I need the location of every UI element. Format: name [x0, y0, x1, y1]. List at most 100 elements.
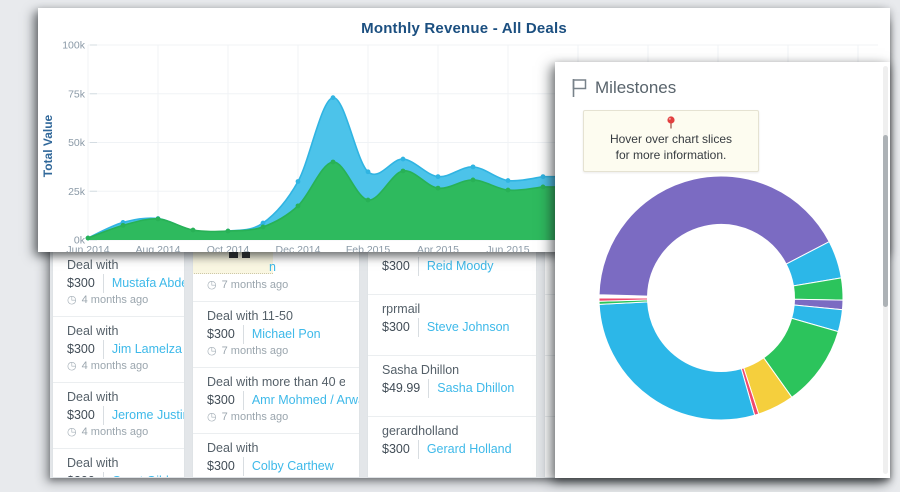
contact-link[interactable]: Jerome Justin	[102, 406, 184, 425]
clock-icon: ◷	[207, 279, 217, 291]
donut-slice-red-sliver-b[interactable]	[598, 297, 649, 302]
deal-title: Deal with 11-50	[207, 309, 293, 323]
deal-title: Deal with	[67, 324, 119, 338]
deal-price: $300	[382, 442, 410, 456]
deal-price: $300	[67, 342, 95, 356]
deal-card[interactable]: Deal with more than 40 emp… $300 Amr Mohme…	[193, 368, 359, 434]
deal-price: $300	[207, 327, 235, 341]
deal-age: ◷7 months ago	[207, 476, 345, 477]
contact-link[interactable]: Michael Pon	[242, 325, 321, 344]
deal-price: $300	[67, 276, 95, 290]
clock-icon: ◷	[67, 426, 77, 438]
deal-card[interactable]: gerardholland $300 Gerard Holland	[368, 417, 536, 477]
deal-card[interactable]: n ◷ 7 months ago	[193, 251, 359, 302]
clock-icon: ◷	[207, 476, 217, 477]
deal-card[interactable]: $300 Reid Moody	[368, 251, 536, 295]
contact-link[interactable]: Mustafa Abdelhai	[102, 274, 184, 293]
deal-price: $300	[207, 459, 235, 473]
svg-text:100k: 100k	[62, 40, 86, 52]
flag-icon	[572, 79, 587, 97]
milestones-donut-chart[interactable]	[555, 62, 890, 478]
pushpin-icon	[667, 116, 675, 129]
svg-text:Apr.2015: Apr.2015	[417, 244, 459, 252]
deal-value-row: $300 Jerome Justin	[67, 406, 184, 425]
clock-icon: ◷	[67, 294, 77, 306]
svg-text:Aug.2014: Aug.2014	[136, 244, 181, 252]
contact-link[interactable]: Reid Moody	[417, 257, 494, 276]
deal-card[interactable]: Deal with 11-50 $300 Michael Pon ◷ 7 months …	[193, 302, 359, 368]
deal-title: Sasha Dhillon	[382, 363, 460, 377]
deal-value-row: $300 Amr Mohmed / Arwa zakria	[207, 391, 359, 410]
deal-value-row: $300 Michael Pon	[207, 325, 345, 344]
deal-age: ◷7 months ago	[207, 279, 289, 291]
deal-price: $300	[207, 393, 235, 407]
contact-link[interactable]: Colby Carthew	[242, 457, 334, 476]
deal-price: $300	[382, 259, 410, 273]
deal-age: ◷ 4 months ago	[67, 294, 149, 306]
deal-age: ◷7 months ago	[207, 411, 289, 423]
deal-card[interactable]: Sasha Dhillon $49.99 Sasha Dhillon	[368, 356, 536, 417]
svg-text:Total Value: Total Value	[41, 114, 55, 177]
deal-value-row: $300 Colby Carthew	[207, 457, 345, 476]
scrollbar-thumb[interactable]	[883, 135, 888, 307]
deal-title: Deal with	[67, 456, 119, 470]
deal-value-row: $300 Jim Lamelza	[67, 340, 182, 359]
donut-slice-purple-large[interactable]	[598, 175, 830, 297]
toolbar-icon[interactable]	[242, 252, 250, 258]
tooltip-line-1: Hover over chart slices	[609, 132, 733, 146]
contact-link[interactable]: Steve Johnson	[417, 318, 510, 337]
deal-age: ◷ 4 months ago	[67, 360, 149, 372]
svg-text:Jun.2015: Jun.2015	[486, 244, 529, 252]
deal-card[interactable]: Deal with $300 Jim Lamelza ◷ 4 months ago	[53, 317, 184, 383]
deal-title: rprmail	[382, 302, 421, 316]
deal-price: $300	[67, 472, 95, 477]
svg-text:0k: 0k	[74, 235, 86, 247]
svg-text:Jun.2014: Jun.2014	[66, 244, 109, 252]
deal-value-row: $49.99 Sasha Dhillon	[382, 379, 522, 398]
deal-title: Deal with	[67, 390, 119, 404]
deal-title: Deal with	[207, 441, 259, 455]
svg-text:50k: 50k	[68, 137, 86, 149]
svg-text:25k: 25k	[68, 186, 86, 198]
deal-value-row: $300 Grant Gibbs	[67, 472, 179, 477]
clock-icon: ◷	[67, 360, 77, 372]
card-hover-toolbar[interactable]: n	[193, 251, 276, 274]
deal-card[interactable]: Deal with $300 Colby Carthew◷7 months ago	[193, 434, 359, 477]
deal-title: gerardholland	[382, 424, 459, 438]
deal-value-row: $300 Steve Johnson	[382, 318, 522, 337]
deal-card[interactable]: rprmail $300 Steve Johnson	[368, 295, 536, 356]
deal-card[interactable]: Deal with $300 Jerome Justin ◷ 4 months ago	[53, 383, 184, 449]
clock-icon: ◷	[207, 411, 217, 423]
donut-slice-cyan-large[interactable]	[598, 301, 756, 421]
deal-value-row: $300 Gerard Holland	[382, 440, 522, 459]
contact-link[interactable]: Amr Mohmed / Arwa zakria	[242, 391, 359, 410]
contact-link[interactable]: Jim Lamelza	[102, 340, 182, 359]
svg-text:Oct.2014: Oct.2014	[207, 244, 250, 252]
deal-value-row: $300 Mustafa Abdelhai	[67, 274, 184, 293]
deal-price: $49.99	[382, 381, 421, 395]
tooltip-line-2: for more information.	[615, 148, 727, 162]
svg-text:75k: 75k	[68, 88, 86, 100]
deal-card[interactable]: Deal with $300 Mustafa Abdelhai◷4 months a…	[53, 251, 184, 317]
deal-title: Deal with more than 40 emp…	[207, 375, 345, 389]
svg-text:Dec.2014: Dec.2014	[276, 244, 321, 252]
contact-link[interactable]: Sasha Dhillon	[428, 379, 514, 398]
svg-text:Feb.2015: Feb.2015	[346, 244, 391, 252]
contact-link[interactable]: Grant Gibbs	[102, 472, 179, 477]
milestones-header: Milestones	[571, 78, 676, 98]
deal-age: ◷7 months ago	[207, 345, 289, 357]
chart-title: Monthly Revenue - All Deals	[361, 20, 567, 37]
milestones-tooltip: Hover over chart slices for more informa…	[583, 110, 759, 172]
deal-title: Deal with	[67, 258, 119, 272]
contact-link-fragment: n	[269, 260, 276, 274]
deal-value-row: $300 Reid Moody	[382, 257, 522, 276]
milestones-panel: Milestones Hover over chart slices for m…	[555, 62, 890, 478]
milestones-title: Milestones	[595, 78, 677, 97]
contact-link[interactable]: Gerard Holland	[417, 440, 512, 459]
deal-age: ◷ 4 months ago	[67, 426, 149, 438]
toolbar-icon[interactable]	[229, 252, 238, 258]
clock-icon: ◷	[207, 345, 217, 357]
deal-price: $300	[382, 320, 410, 334]
deal-card[interactable]: Deal with$300Grant Gibbs◷4 months ago	[53, 449, 184, 477]
